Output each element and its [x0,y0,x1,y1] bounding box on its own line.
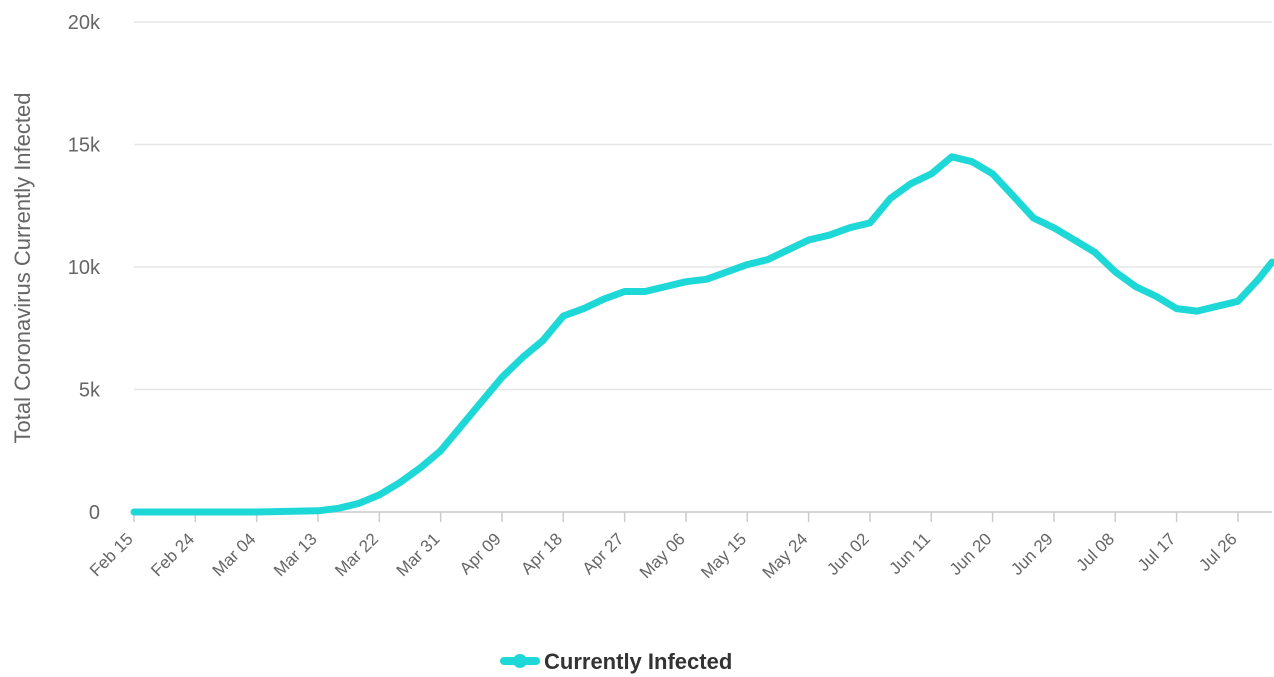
y-tick-label: 5k [79,380,101,402]
data-point[interactable] [416,464,424,472]
x-tick-label: Jun 20 [946,529,996,579]
data-point[interactable] [866,219,874,227]
data-point[interactable] [1070,236,1078,244]
data-point[interactable] [948,153,956,161]
series-line-currently-infected[interactable] [130,153,1274,516]
x-tick-label: Jul 08 [1073,529,1119,575]
data-point[interactable] [1152,292,1160,300]
x-tick-label: Feb 24 [147,529,198,580]
data-point[interactable] [1091,248,1099,256]
y-tick-label: 20k [68,12,101,34]
data-point[interactable] [989,170,997,178]
data-point[interactable] [1132,283,1140,291]
data-point[interactable] [1009,192,1017,200]
data-point[interactable] [702,275,710,283]
data-point[interactable] [743,261,751,269]
data-point[interactable] [662,283,670,291]
x-tick-label: Jun 29 [1007,529,1057,579]
legend-dot-marker [513,654,527,668]
data-point[interactable] [580,305,588,313]
data-point[interactable] [723,268,731,276]
data-point[interactable] [1193,307,1201,315]
data-point[interactable] [559,312,567,320]
data-point[interactable] [846,224,854,232]
y-axis-ticks: 0 5k 10k 15k 20k [68,12,101,524]
legend[interactable]: Currently Infected [500,649,732,674]
data-point[interactable] [886,194,894,202]
x-tick-label: Mar 13 [270,529,321,580]
series-layer [130,153,1274,516]
data-point[interactable] [334,504,342,512]
data-point[interactable] [682,278,690,286]
x-tick-label: Mar 22 [331,529,382,580]
data-point[interactable] [825,231,833,239]
legend-label: Currently Infected [544,649,732,674]
data-point[interactable] [375,491,383,499]
x-tick-label: May 24 [759,529,812,582]
data-point[interactable] [498,373,506,381]
x-tick-label: May 06 [636,529,689,582]
y-tick-label: 10k [68,257,101,279]
x-tick-label: Jun 02 [823,529,873,579]
x-axis: Feb 15 Feb 24 Mar 04 Mar 13 Mar 22 Mar 31 Apr … [86,511,1272,582]
data-point[interactable] [396,479,404,487]
data-point[interactable] [641,288,649,296]
data-point[interactable] [518,354,526,362]
data-point[interactable] [907,180,915,188]
data-point[interactable] [1173,305,1181,313]
data-point[interactable] [600,295,608,303]
x-tick-label: May 15 [697,529,750,582]
gridlines [134,21,1272,513]
data-point[interactable] [191,508,199,516]
data-point[interactable] [314,507,322,515]
x-tick-label: Apr 27 [579,529,628,578]
data-point[interactable] [1213,302,1221,310]
data-point[interactable] [130,508,138,516]
x-tick-label: Jun 11 [885,529,934,578]
data-point[interactable] [1234,297,1242,305]
y-tick-label: 0 [89,502,100,524]
data-point[interactable] [355,499,363,507]
x-tick-label: Mar 04 [209,529,260,580]
data-point[interactable] [621,288,629,296]
data-point[interactable] [539,337,547,345]
x-tick-label: Jul 26 [1195,529,1241,575]
data-point[interactable] [478,398,486,406]
data-point[interactable] [1111,268,1119,276]
x-tick-label: Feb 15 [86,529,137,580]
x-tick-label: Mar 31 [393,529,444,580]
data-point[interactable] [1050,224,1058,232]
data-point[interactable] [437,447,445,455]
x-tick-label: Jul 17 [1134,529,1180,575]
y-tick-label: 15k [68,135,101,157]
data-point[interactable] [253,508,261,516]
data-point[interactable] [784,246,792,254]
data-point[interactable] [805,236,813,244]
data-point[interactable] [1254,275,1262,283]
data-point[interactable] [457,422,465,430]
data-point[interactable] [927,170,935,178]
y-axis-title: Total Coronavirus Currently Infected [10,93,35,444]
x-tick-label: Apr 09 [456,529,505,578]
data-point[interactable] [764,256,772,264]
x-tick-label: Apr 18 [517,529,566,578]
data-point[interactable] [968,158,976,166]
data-point[interactable] [1029,214,1037,222]
